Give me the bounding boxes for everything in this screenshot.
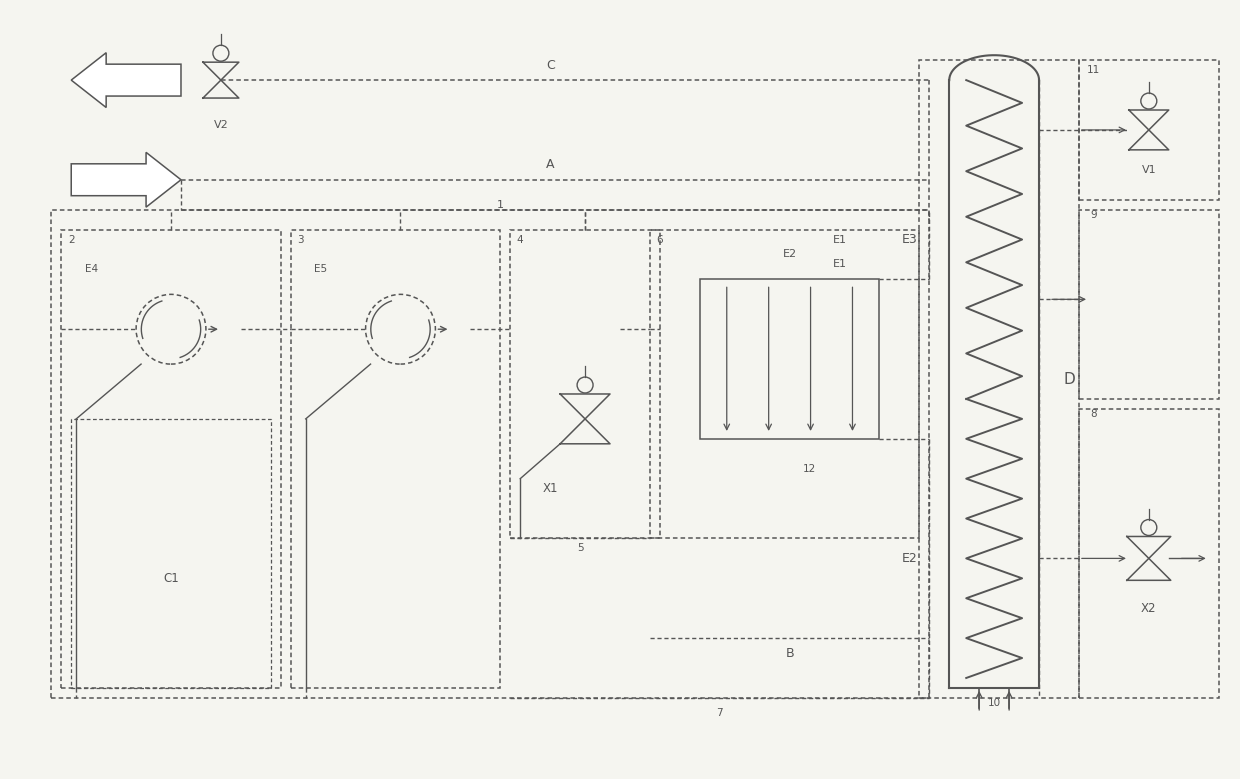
Bar: [51, 210, 929, 698]
Text: V1: V1: [1142, 165, 1156, 174]
Text: V2: V2: [213, 120, 228, 130]
Text: B: B: [785, 647, 794, 660]
Text: C: C: [546, 58, 554, 72]
Text: 10: 10: [987, 698, 1001, 708]
Text: 6: 6: [657, 234, 663, 245]
Bar: [61, 230, 280, 688]
Text: E5: E5: [314, 264, 327, 274]
Text: A: A: [546, 158, 554, 171]
Text: E1: E1: [832, 259, 847, 270]
Text: 5: 5: [577, 544, 583, 553]
Text: 9: 9: [1091, 210, 1097, 220]
Bar: [510, 230, 660, 538]
Text: 2: 2: [68, 234, 74, 245]
FancyArrow shape: [71, 153, 181, 207]
Bar: [919, 60, 1079, 698]
Text: E2: E2: [782, 249, 796, 259]
Text: E3: E3: [901, 233, 918, 246]
Text: 3: 3: [298, 234, 304, 245]
Bar: [699, 280, 879, 439]
Bar: [71, 419, 270, 688]
FancyArrow shape: [71, 53, 181, 108]
Text: E2: E2: [901, 552, 918, 565]
Text: 11: 11: [1087, 65, 1101, 75]
Text: 12: 12: [804, 464, 816, 474]
Text: C1: C1: [164, 572, 179, 585]
Text: X2: X2: [1141, 601, 1157, 615]
Text: 8: 8: [1091, 409, 1097, 419]
Text: 1: 1: [497, 199, 503, 210]
Bar: [1079, 210, 1219, 399]
Text: 4: 4: [517, 234, 523, 245]
Bar: [1079, 409, 1219, 698]
Text: E4: E4: [84, 264, 98, 274]
Bar: [650, 230, 919, 538]
Text: D: D: [1063, 372, 1075, 386]
Text: E1: E1: [832, 234, 847, 245]
Text: X1: X1: [542, 482, 558, 495]
Text: 7: 7: [717, 708, 723, 717]
Bar: [290, 230, 500, 688]
Bar: [1079, 60, 1219, 199]
